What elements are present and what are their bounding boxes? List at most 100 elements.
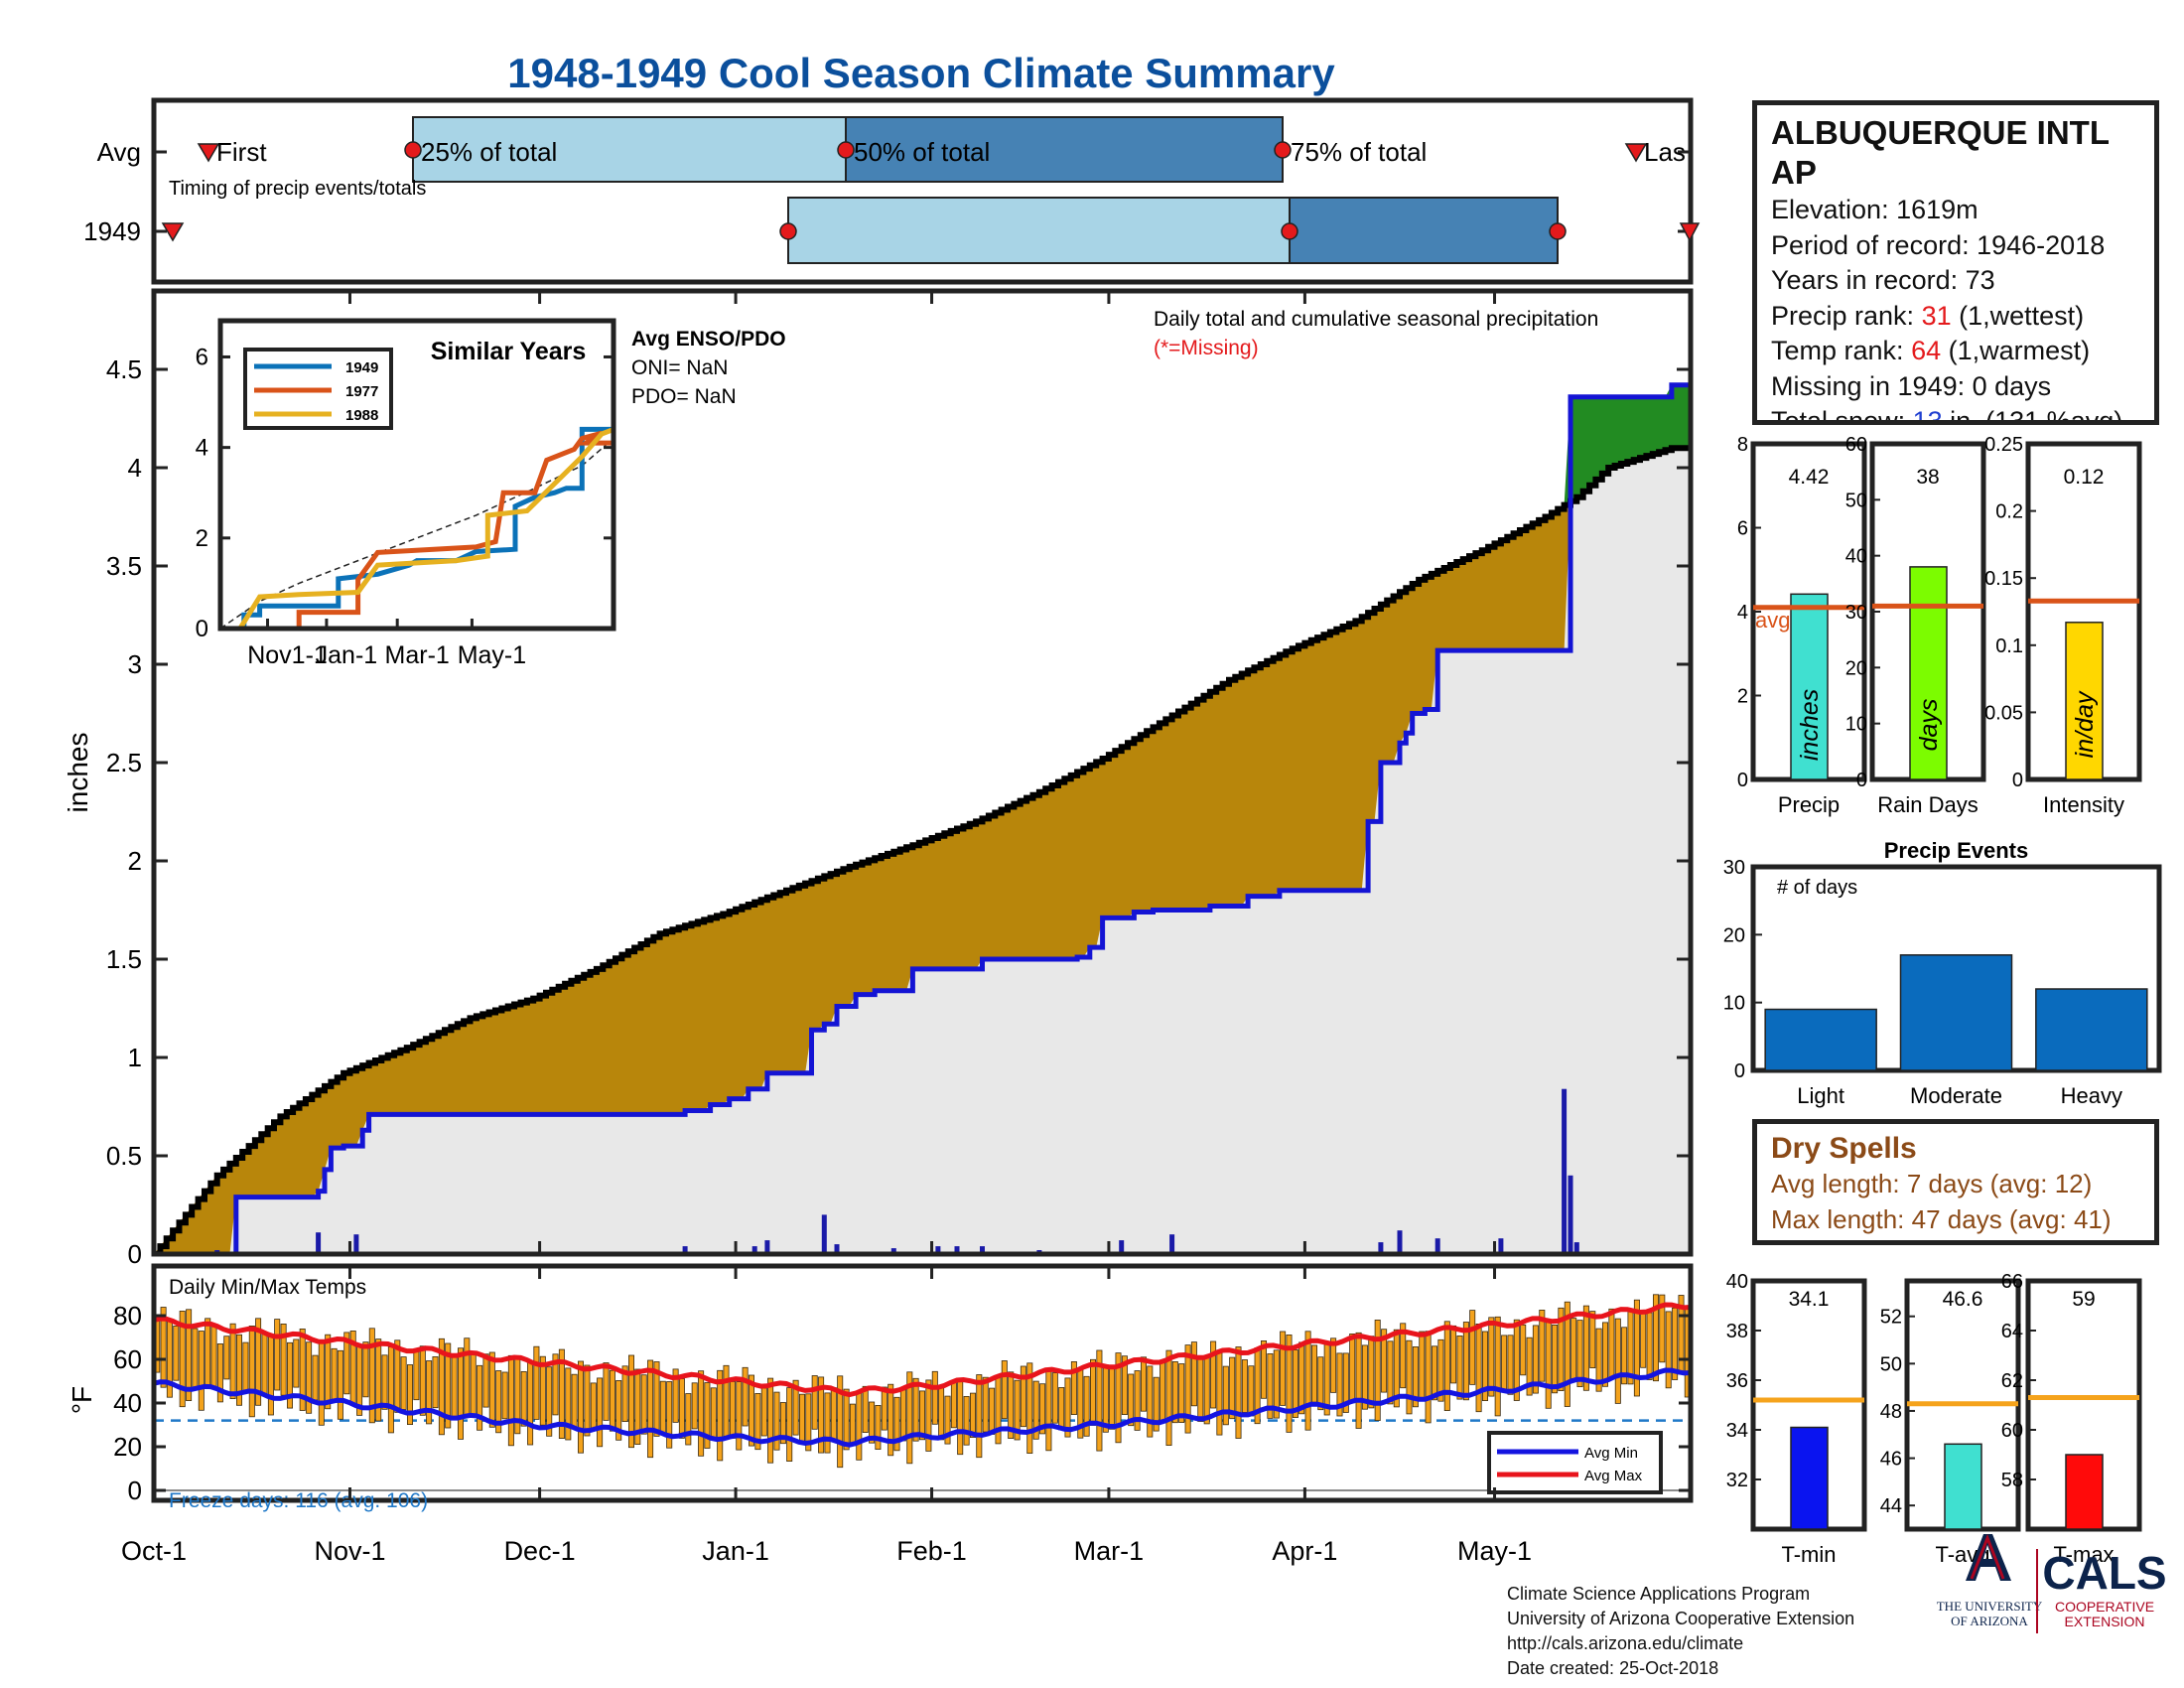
- daily-temp-bar: [337, 1349, 343, 1420]
- daily-temp-bar: [1248, 1365, 1255, 1417]
- precip-event-tick-label: 30: [1723, 857, 1745, 879]
- daily-temp-bar: [1387, 1340, 1394, 1405]
- ua-a-inner: [1970, 1533, 2005, 1580]
- daily-precip-bar: [821, 1214, 827, 1254]
- inset-y-tick-label: 2: [196, 525, 208, 552]
- month-tick-label: Dec-1: [504, 1536, 576, 1566]
- daily-temp-bar: [533, 1345, 540, 1420]
- daily-temp-bar: [698, 1370, 705, 1457]
- daily-temp-bar: [1109, 1367, 1116, 1430]
- daily-temp-bar: [387, 1346, 394, 1434]
- timing-avg-last-marker: [1624, 143, 1648, 163]
- inset-title: Similar Years: [431, 338, 587, 365]
- daily-temp-bar: [1640, 1312, 1647, 1368]
- precip-main-chart: 0 0.5 1 1.5 2 2.5 3 3.5 4 4.5 inches Daily total …: [63, 288, 1694, 1269]
- daily-temp-bar: [615, 1380, 622, 1441]
- daily-temp-bar: [160, 1307, 167, 1388]
- daily-temp-bar: [1121, 1355, 1128, 1415]
- daily-temp-bar: [1582, 1305, 1589, 1391]
- daily-temp-bar: [210, 1326, 217, 1388]
- main-y-tick-label: 2.5: [106, 748, 142, 777]
- daily-precip-bar: [1562, 1088, 1568, 1254]
- daily-temp-bar: [1539, 1310, 1546, 1382]
- timing-row-avg-label: Avg: [97, 137, 141, 167]
- daily-temp-bar: [881, 1386, 887, 1431]
- daily-temp-bar: [1058, 1387, 1065, 1431]
- daily-temp-bar: [760, 1387, 767, 1437]
- temp-y-tick-label: 80: [113, 1301, 142, 1331]
- daily-temp-bar: [558, 1348, 565, 1439]
- daily-temp-bar: [837, 1375, 844, 1469]
- footer-credits: Climate Science Applications Program Uni…: [1507, 1582, 1924, 1681]
- daily-temp-bar: [507, 1354, 514, 1447]
- precip-event-bar-moderate: [1899, 954, 2013, 1071]
- daily-temp-bar: [1286, 1335, 1293, 1433]
- daily-temp-bar: [451, 1356, 458, 1419]
- daily-temp-bar: [773, 1391, 780, 1451]
- daily-temp-bar: [1064, 1377, 1071, 1438]
- daily-temp-bar: [1090, 1358, 1097, 1426]
- daily-temp-bar: [925, 1379, 932, 1452]
- daily-temp-bar: [1134, 1370, 1141, 1431]
- daily-temp-bar: [299, 1329, 306, 1411]
- daily-temp-bar: [1304, 1331, 1311, 1431]
- daily-temp-bar: [1235, 1346, 1242, 1439]
- daily-temp-bar: [1178, 1363, 1185, 1423]
- daily-temp-bar: [1330, 1337, 1337, 1393]
- precip-rank-label: Precip rank:: [1771, 300, 1922, 331]
- timing-75-label: 75% of total: [1291, 137, 1427, 167]
- inset-x-tick-label: Mar-1: [385, 641, 450, 669]
- station-period: Period of record: 1946-2018: [1771, 229, 2106, 260]
- main-y-tick-label: 0.5: [106, 1141, 142, 1171]
- daily-temp-bar: [659, 1380, 666, 1435]
- daily-temp-bar: [488, 1351, 495, 1428]
- temp-y-tick-label: 60: [113, 1344, 142, 1374]
- daily-temp-bar: [647, 1359, 654, 1459]
- daily-temp-bar: [1576, 1320, 1583, 1387]
- daily-precip-bar: [1573, 1242, 1579, 1254]
- page-title: 1948-1949 Cool Season Climate Summary: [507, 50, 1335, 96]
- temp-summary-tick-label: 44: [1880, 1495, 1902, 1517]
- temp-summary-tick-label: 58: [2001, 1470, 2023, 1491]
- daily-temp-bar: [267, 1334, 274, 1416]
- temp-summary-tick-label: 50: [1880, 1353, 1902, 1375]
- ua-text-1: THE UNIVERSITY: [1937, 1599, 2043, 1614]
- timing-avg-75-marker: [1274, 141, 1292, 159]
- daily-temp-bar: [482, 1353, 489, 1408]
- daily-temp-bar: [527, 1361, 534, 1446]
- daily-temp-bar: [899, 1389, 906, 1442]
- daily-temp-bar: [1267, 1353, 1274, 1419]
- avg-cumulative-line: [154, 445, 1691, 1254]
- snow-value: 13: [1912, 406, 1943, 425]
- summary-tick-label: 50: [1845, 490, 1867, 511]
- temp-summary-tick-label: 36: [1726, 1370, 1748, 1392]
- daily-temp-bar: [584, 1364, 591, 1437]
- summary-unit-label: inches: [1796, 689, 1824, 761]
- daily-temp-bar: [223, 1336, 230, 1380]
- summary-category-label: Precip: [1778, 792, 1840, 817]
- daily-temp-bar: [242, 1341, 249, 1391]
- daily-temp-bar: [710, 1387, 717, 1441]
- daily-temp-bar: [1171, 1361, 1178, 1424]
- station-precip-rank: Precip rank: 31 (1,wettest): [1771, 299, 2140, 335]
- daily-temp-bar: [862, 1385, 869, 1434]
- daily-temp-bar: [565, 1367, 572, 1441]
- daily-temp-bar: [887, 1383, 894, 1457]
- daily-temp-bar: [306, 1341, 313, 1414]
- inset-series-1988: [220, 427, 614, 629]
- daily-temp-bar: [912, 1377, 919, 1442]
- daily-temp-bar: [413, 1348, 420, 1401]
- snow-label: Total snow:: [1771, 406, 1913, 425]
- daily-temp-bar: [1443, 1321, 1450, 1412]
- daily-temp-bar: [261, 1333, 268, 1397]
- precip-event-label: Moderate: [1910, 1083, 2002, 1108]
- main-y-tick-label: 3.5: [106, 551, 142, 581]
- daily-temp-bar: [685, 1393, 692, 1446]
- daily-temp-bar: [1261, 1340, 1268, 1399]
- daily-temp-bar: [849, 1403, 856, 1447]
- temp-legend-max: Avg Max: [1584, 1468, 1643, 1484]
- daily-precip-bar: [353, 1234, 359, 1254]
- daily-temp-bar: [286, 1341, 293, 1409]
- daily-temp-bar: [1222, 1365, 1229, 1426]
- precip-event-label: Heavy: [2061, 1083, 2122, 1108]
